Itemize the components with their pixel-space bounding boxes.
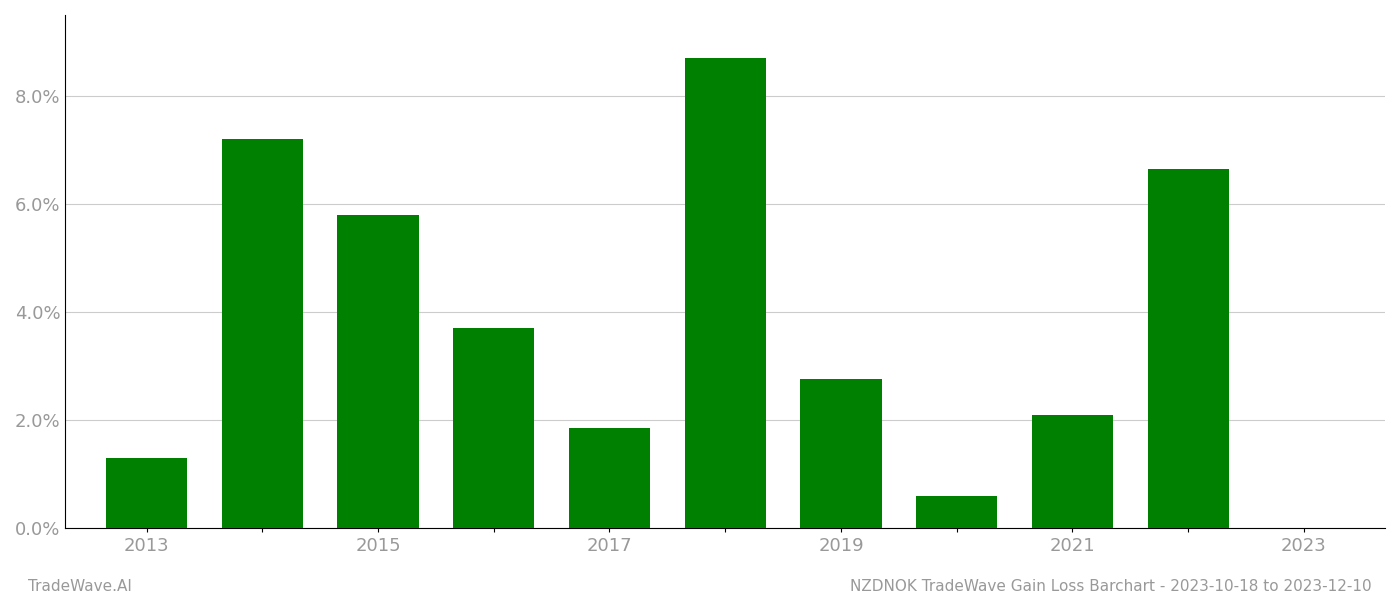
Bar (685, 58, 766, 528)
Text: NZDNOK TradeWave Gain Loss Barchart - 2023-10-18 to 2023-12-10: NZDNOK TradeWave Gain Loss Barchart - 20… (850, 579, 1372, 594)
Bar (916, 496, 997, 528)
Bar (1032, 415, 1113, 528)
Bar (221, 139, 302, 528)
Bar (454, 328, 535, 528)
Bar (1148, 169, 1229, 528)
Bar (801, 379, 882, 528)
Bar (568, 428, 650, 528)
Text: TradeWave.AI: TradeWave.AI (28, 579, 132, 594)
Bar (337, 215, 419, 528)
Bar (106, 458, 188, 528)
